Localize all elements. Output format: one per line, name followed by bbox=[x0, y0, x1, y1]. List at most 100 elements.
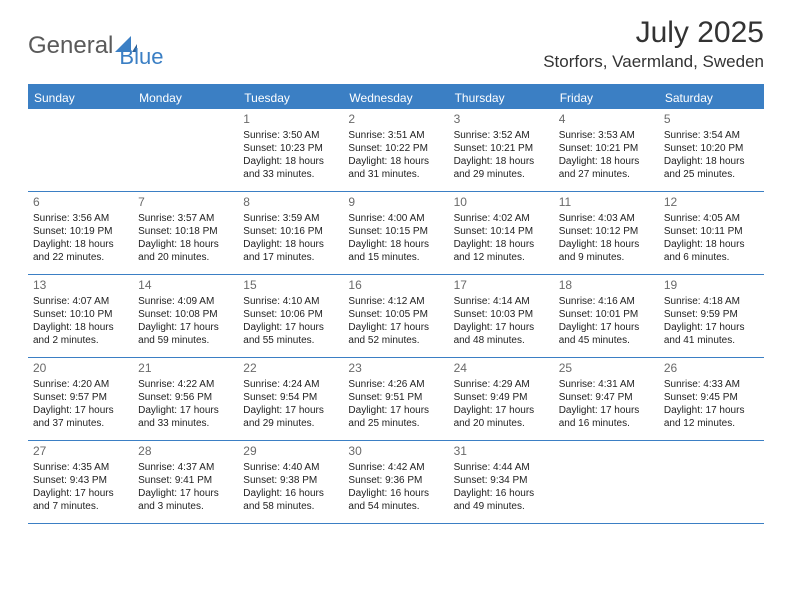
weekday-header: Thursday bbox=[449, 87, 554, 109]
day-number: 30 bbox=[348, 444, 443, 460]
day-number: 21 bbox=[138, 361, 233, 377]
calendar-row: 27Sunrise: 4:35 AMSunset: 9:43 PMDayligh… bbox=[28, 441, 764, 524]
calendar-row: 1Sunrise: 3:50 AMSunset: 10:23 PMDayligh… bbox=[28, 109, 764, 192]
day-number: 7 bbox=[138, 195, 233, 211]
daylight-text: Daylight: 18 hours and 2 minutes. bbox=[33, 321, 128, 347]
sunset-text: Sunset: 10:03 PM bbox=[454, 308, 549, 321]
sunrise-text: Sunrise: 3:59 AM bbox=[243, 212, 338, 225]
day-number: 10 bbox=[454, 195, 549, 211]
sunset-text: Sunset: 10:05 PM bbox=[348, 308, 443, 321]
calendar-cell bbox=[28, 109, 133, 191]
sunset-text: Sunset: 9:49 PM bbox=[454, 391, 549, 404]
logo-text-general: General bbox=[28, 32, 113, 60]
day-number: 28 bbox=[138, 444, 233, 460]
calendar-cell: 18Sunrise: 4:16 AMSunset: 10:01 PMDaylig… bbox=[554, 275, 659, 357]
calendar-cell: 19Sunrise: 4:18 AMSunset: 9:59 PMDayligh… bbox=[659, 275, 764, 357]
sunrise-text: Sunrise: 4:12 AM bbox=[348, 295, 443, 308]
calendar-cell: 26Sunrise: 4:33 AMSunset: 9:45 PMDayligh… bbox=[659, 358, 764, 440]
sunrise-text: Sunrise: 3:54 AM bbox=[664, 129, 759, 142]
sunrise-text: Sunrise: 3:51 AM bbox=[348, 129, 443, 142]
weekday-header: Tuesday bbox=[238, 87, 343, 109]
sunrise-text: Sunrise: 4:35 AM bbox=[33, 461, 128, 474]
weekday-header: Monday bbox=[133, 87, 238, 109]
sunrise-text: Sunrise: 4:20 AM bbox=[33, 378, 128, 391]
title-block: July 2025 Storfors, Vaermland, Sweden bbox=[543, 16, 764, 72]
daylight-text: Daylight: 16 hours and 58 minutes. bbox=[243, 487, 338, 513]
sunset-text: Sunset: 9:43 PM bbox=[33, 474, 128, 487]
sunset-text: Sunset: 9:54 PM bbox=[243, 391, 338, 404]
sunset-text: Sunset: 9:45 PM bbox=[664, 391, 759, 404]
calendar-cell: 5Sunrise: 3:54 AMSunset: 10:20 PMDayligh… bbox=[659, 109, 764, 191]
sunset-text: Sunset: 9:56 PM bbox=[138, 391, 233, 404]
daylight-text: Daylight: 17 hours and 16 minutes. bbox=[559, 404, 654, 430]
day-number: 6 bbox=[33, 195, 128, 211]
calendar-cell: 22Sunrise: 4:24 AMSunset: 9:54 PMDayligh… bbox=[238, 358, 343, 440]
sunrise-text: Sunrise: 4:05 AM bbox=[664, 212, 759, 225]
day-number: 9 bbox=[348, 195, 443, 211]
calendar-row: 6Sunrise: 3:56 AMSunset: 10:19 PM Dayligh… bbox=[28, 192, 764, 275]
calendar-cell: 28Sunrise: 4:37 AMSunset: 9:41 PMDayligh… bbox=[133, 441, 238, 523]
sunrise-text: Sunrise: 4:22 AM bbox=[138, 378, 233, 391]
calendar-body: 1Sunrise: 3:50 AMSunset: 10:23 PMDayligh… bbox=[28, 109, 764, 524]
sunrise-text: Sunrise: 4:02 AM bbox=[454, 212, 549, 225]
sunset-text: Sunset: 10:14 PM bbox=[454, 225, 549, 238]
calendar-header-row: Sunday Monday Tuesday Wednesday Thursday… bbox=[28, 87, 764, 109]
sunrise-text: Sunrise: 4:29 AM bbox=[454, 378, 549, 391]
header: General Blue July 2025 Storfors, Vaermla… bbox=[0, 0, 792, 78]
sunset-text: Sunset: 10:19 PM bbox=[33, 225, 128, 238]
calendar-cell bbox=[554, 441, 659, 523]
daylight-text: Daylight: 18 hours and 17 minutes. bbox=[243, 238, 338, 264]
daylight-text: Daylight: 17 hours and 33 minutes. bbox=[138, 404, 233, 430]
sunrise-text: Sunrise: 4:18 AM bbox=[664, 295, 759, 308]
calendar-cell: 13Sunrise: 4:07 AMSunset: 10:10 PMDaylig… bbox=[28, 275, 133, 357]
daylight-text: Daylight: 17 hours and 7 minutes. bbox=[33, 487, 128, 513]
sunset-text: Sunset: 10:11 PM bbox=[664, 225, 759, 238]
logo: General Blue bbox=[28, 16, 163, 70]
day-number: 8 bbox=[243, 195, 338, 211]
calendar-cell bbox=[659, 441, 764, 523]
daylight-text: Daylight: 17 hours and 48 minutes. bbox=[454, 321, 549, 347]
sunset-text: Sunset: 10:16 PM bbox=[243, 225, 338, 238]
sunrise-text: Sunrise: 4:26 AM bbox=[348, 378, 443, 391]
calendar-cell: 29Sunrise: 4:40 AMSunset: 9:38 PMDayligh… bbox=[238, 441, 343, 523]
calendar-cell: 31Sunrise: 4:44 AMSunset: 9:34 PMDayligh… bbox=[449, 441, 554, 523]
sunset-text: Sunset: 10:08 PM bbox=[138, 308, 233, 321]
daylight-text: Daylight: 17 hours and 25 minutes. bbox=[348, 404, 443, 430]
day-number: 22 bbox=[243, 361, 338, 377]
calendar-cell: 12Sunrise: 4:05 AMSunset: 10:11 PMDaylig… bbox=[659, 192, 764, 274]
sunset-text: Sunset: 10:15 PM bbox=[348, 225, 443, 238]
location: Storfors, Vaermland, Sweden bbox=[543, 52, 764, 72]
calendar-cell: 15Sunrise: 4:10 AMSunset: 10:06 PMDaylig… bbox=[238, 275, 343, 357]
daylight-text: Daylight: 18 hours and 12 minutes. bbox=[454, 238, 549, 264]
daylight-text: Daylight: 18 hours and 20 minutes. bbox=[138, 238, 233, 264]
calendar-cell: 17Sunrise: 4:14 AMSunset: 10:03 PMDaylig… bbox=[449, 275, 554, 357]
sunset-text: Sunset: 9:34 PM bbox=[454, 474, 549, 487]
sunrise-text: Sunrise: 4:44 AM bbox=[454, 461, 549, 474]
day-number: 2 bbox=[348, 112, 443, 128]
daylight-text: Daylight: 17 hours and 45 minutes. bbox=[559, 321, 654, 347]
day-number: 23 bbox=[348, 361, 443, 377]
sunrise-text: Sunrise: 4:42 AM bbox=[348, 461, 443, 474]
daylight-text: Daylight: 18 hours and 27 minutes. bbox=[559, 155, 654, 181]
day-number: 25 bbox=[559, 361, 654, 377]
sunset-text: Sunset: 10:23 PM bbox=[243, 142, 338, 155]
daylight-text: Daylight: 17 hours and 41 minutes. bbox=[664, 321, 759, 347]
daylight-text: Daylight: 17 hours and 20 minutes. bbox=[454, 404, 549, 430]
day-number: 1 bbox=[243, 112, 338, 128]
sunrise-text: Sunrise: 3:56 AM bbox=[33, 212, 128, 225]
sunrise-text: Sunrise: 4:00 AM bbox=[348, 212, 443, 225]
daylight-text: Daylight: 18 hours and 15 minutes. bbox=[348, 238, 443, 264]
sunset-text: Sunset: 10:21 PM bbox=[454, 142, 549, 155]
day-number: 3 bbox=[454, 112, 549, 128]
calendar-cell: 21Sunrise: 4:22 AMSunset: 9:56 PMDayligh… bbox=[133, 358, 238, 440]
day-number: 29 bbox=[243, 444, 338, 460]
calendar-cell: 27Sunrise: 4:35 AMSunset: 9:43 PMDayligh… bbox=[28, 441, 133, 523]
weekday-header: Sunday bbox=[28, 87, 133, 109]
calendar-cell: 2Sunrise: 3:51 AMSunset: 10:22 PMDayligh… bbox=[343, 109, 448, 191]
daylight-text: Daylight: 18 hours and 25 minutes. bbox=[664, 155, 759, 181]
sunset-text: Sunset: 9:41 PM bbox=[138, 474, 233, 487]
logo-text-blue: Blue bbox=[119, 44, 163, 70]
sunrise-text: Sunrise: 4:31 AM bbox=[559, 378, 654, 391]
daylight-text: Daylight: 17 hours and 12 minutes. bbox=[664, 404, 759, 430]
weekday-header: Saturday bbox=[659, 87, 764, 109]
